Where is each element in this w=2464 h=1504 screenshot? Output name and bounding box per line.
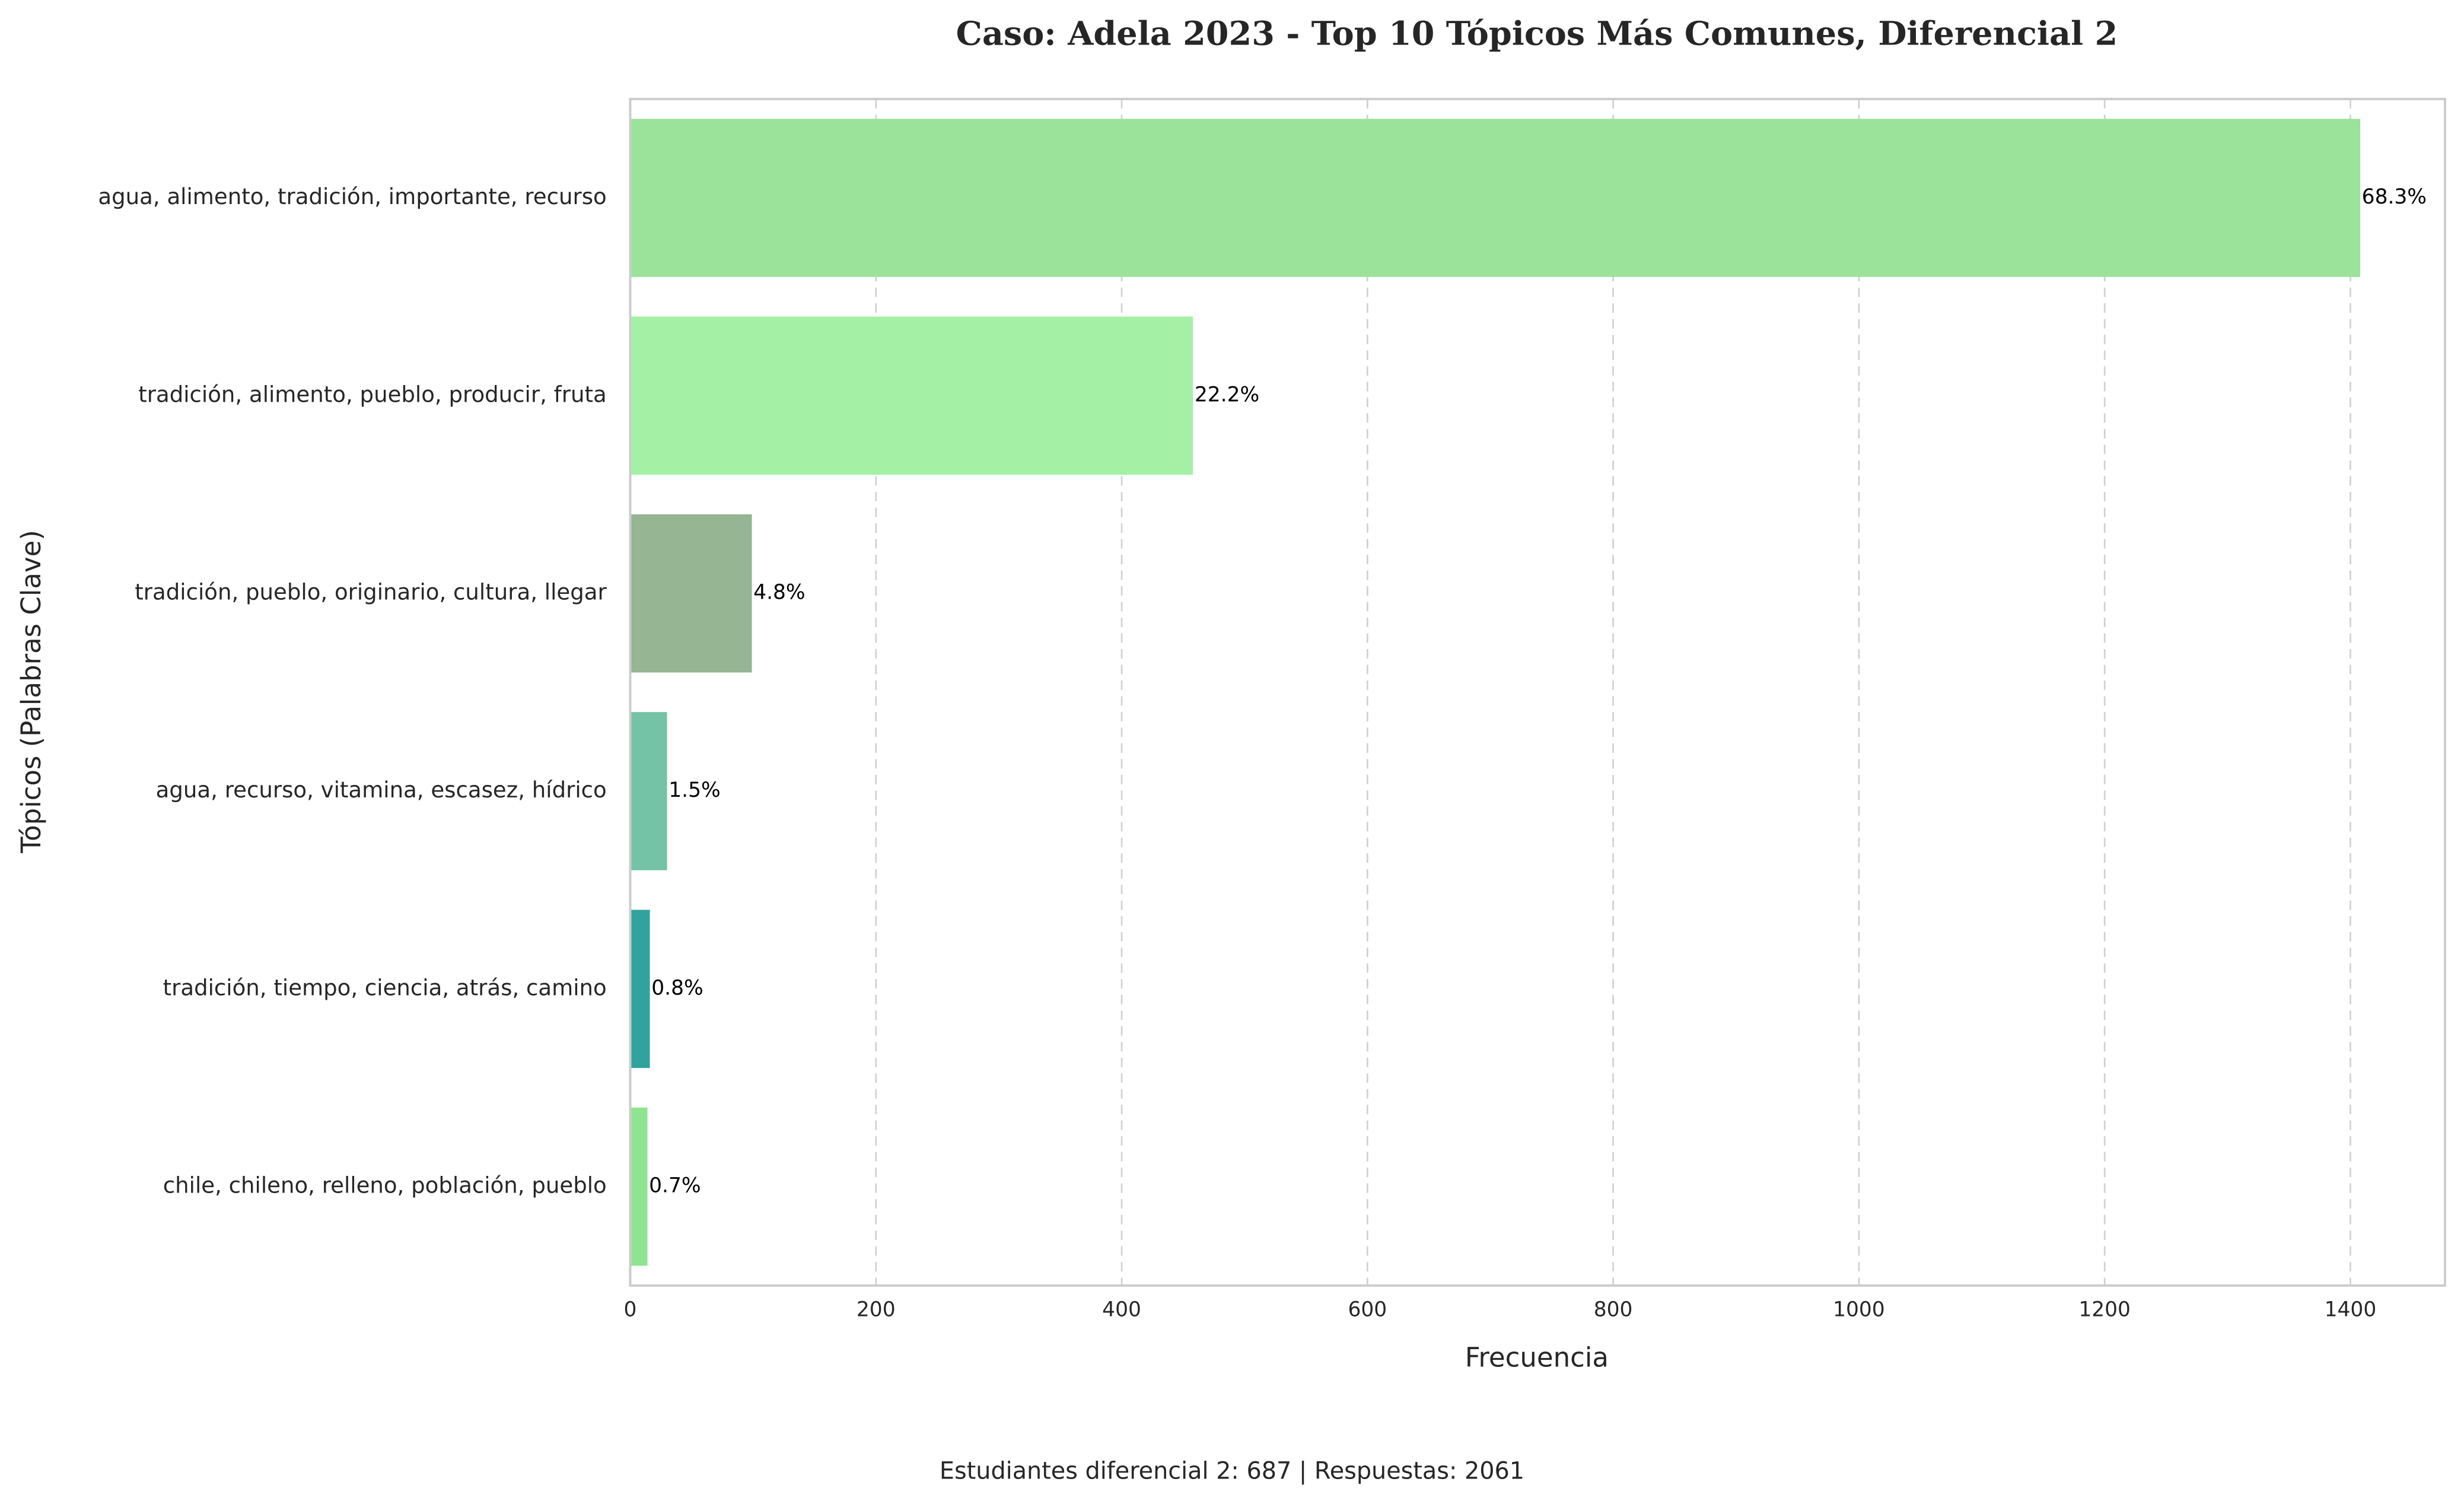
x-tick-label: 600 [1348, 1298, 1387, 1322]
plot-frame [629, 97, 2446, 1287]
value-label: 0.8% [651, 976, 703, 1000]
y-tick-label: agua, recurso, vitamina, escasez, hídric… [156, 777, 607, 803]
x-tick-label: 800 [1594, 1298, 1633, 1322]
y-axis-label: Tópicos (Palabras Clave) [15, 530, 47, 854]
x-tick-label: 1000 [1833, 1298, 1885, 1322]
x-tick-label: 0 [624, 1298, 637, 1322]
chart-title: Caso: Adela 2023 - Top 10 Tópicos Más Co… [956, 15, 2118, 53]
bar [630, 119, 2361, 277]
x-tick-label: 400 [1102, 1298, 1141, 1322]
value-label: 0.7% [649, 1174, 701, 1198]
x-axis-label: Frecuencia [1465, 1341, 1609, 1373]
footnote: Estudiantes diferencial 2: 687 | Respues… [940, 1458, 1524, 1485]
x-tick-label: 1400 [2325, 1298, 2377, 1322]
bar [630, 712, 667, 870]
bar [630, 316, 1193, 475]
y-tick-label: chile, chileno, relleno, población, pueb… [163, 1173, 607, 1198]
x-tick-label: 1200 [2078, 1298, 2131, 1322]
value-label: 22.2% [1195, 383, 1259, 406]
bar [630, 514, 752, 673]
value-label: 68.3% [2362, 185, 2427, 209]
y-tick-label: agua, alimento, tradición, importante, r… [98, 184, 606, 209]
y-tick-label: tradición, alimento, pueblo, producir, f… [138, 381, 607, 407]
y-tick-label: tradición, pueblo, originario, cultura, … [135, 580, 607, 605]
x-tick-label: 200 [857, 1298, 896, 1322]
y-tick-label: tradición, tiempo, ciencia, atrás, camin… [163, 975, 607, 1000]
value-label: 1.5% [668, 778, 720, 802]
value-label: 4.8% [753, 581, 805, 605]
bar [630, 910, 650, 1069]
bar [630, 1107, 648, 1266]
